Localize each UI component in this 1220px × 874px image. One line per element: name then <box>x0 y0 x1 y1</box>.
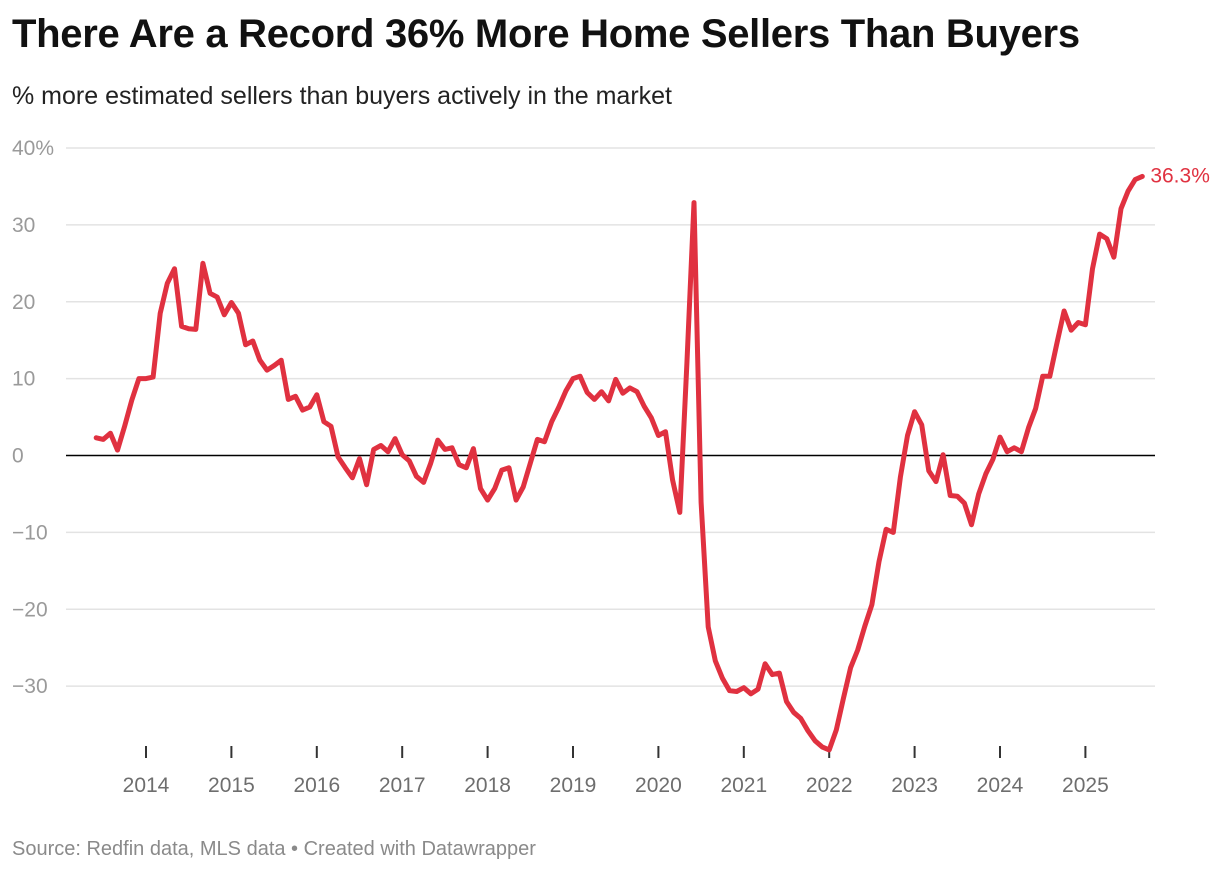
x-tick-label: 2015 <box>208 774 255 797</box>
chart-title: There Are a Record 36% More Home Sellers… <box>12 12 1080 56</box>
source-note: Source: Redfin data, MLS data • Created … <box>12 838 536 860</box>
x-tick-label: 2022 <box>806 774 853 797</box>
y-tick-label: 40% <box>12 137 54 160</box>
x-tick-label: 2014 <box>123 774 170 797</box>
y-tick-label: −30 <box>12 675 48 698</box>
y-tick-label: 20 <box>12 291 35 314</box>
x-tick-label: 2024 <box>977 774 1024 797</box>
y-tick-label: 10 <box>12 368 35 391</box>
y-tick-label: −10 <box>12 521 48 544</box>
y-tick-label: −20 <box>12 598 48 621</box>
chart-subtitle: % more estimated sellers than buyers act… <box>12 82 672 110</box>
x-tick-label: 2019 <box>550 774 597 797</box>
x-tick-label: 2025 <box>1062 774 1109 797</box>
y-tick-label: 0 <box>12 445 24 468</box>
x-tick-label: 2016 <box>293 774 340 797</box>
x-tick-label: 2017 <box>379 774 426 797</box>
gridlines <box>66 147 1155 687</box>
y-axis-ticks: 40% 30 20 10 0 −10 −20 −30 <box>12 137 54 698</box>
x-tick-label: 2018 <box>464 774 511 797</box>
x-axis-ticks: 2014 2015 2016 2017 2018 2019 2020 2021 2022 2023… <box>123 746 1109 797</box>
series-line <box>93 173 1145 753</box>
end-value-label: 36.3% <box>1150 164 1210 187</box>
y-tick-label: 30 <box>12 214 35 237</box>
x-tick-label: 2021 <box>720 774 767 797</box>
series-layer <box>93 173 1145 753</box>
x-tick-label: 2023 <box>891 774 938 797</box>
x-tick-label: 2020 <box>635 774 682 797</box>
end-label-layer: 36.3% <box>1150 164 1210 187</box>
